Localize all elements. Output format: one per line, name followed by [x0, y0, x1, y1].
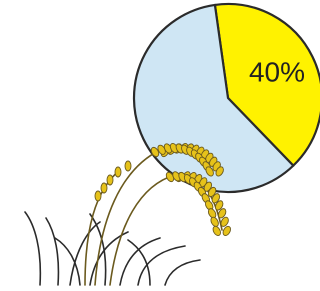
rice-grain: [101, 183, 107, 193]
slice-label: 40%: [249, 56, 305, 87]
rice-grain: [95, 191, 101, 201]
rice-plant: [25, 142, 232, 285]
rice-grain: [107, 175, 113, 185]
pie: 40%: [134, 4, 320, 192]
illustration: 40%: [0, 0, 320, 291]
rice-grain: [115, 167, 121, 177]
rice-grain: [125, 161, 131, 171]
page: {"chart_data": {"type": "pie", "categori…: [0, 0, 320, 291]
rice-grain: [212, 225, 223, 237]
